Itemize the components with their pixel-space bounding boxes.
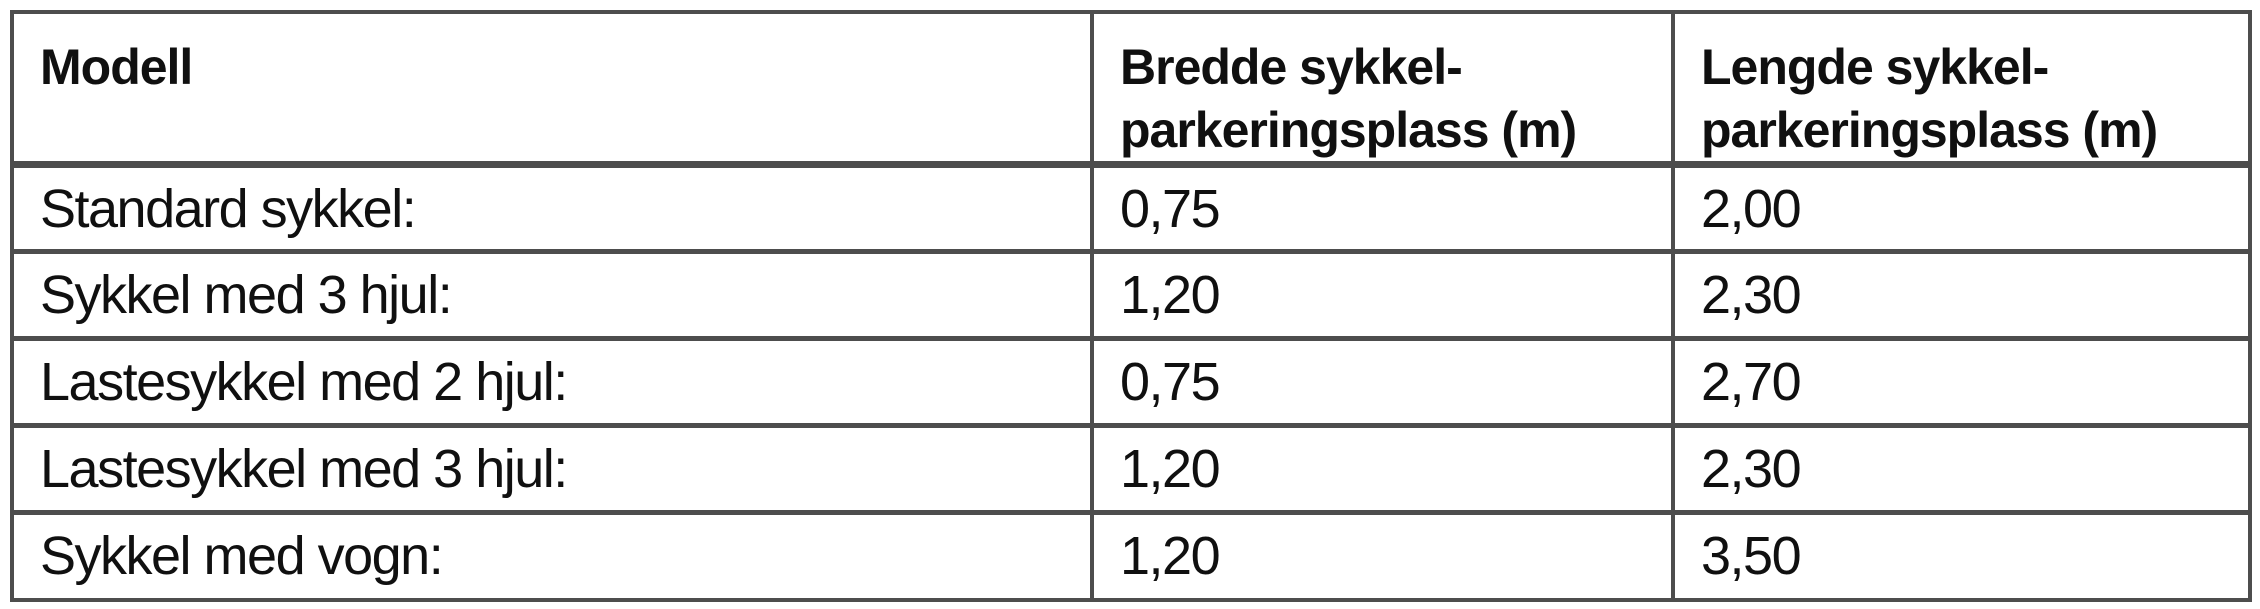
width-cell: 1,20: [1090, 423, 1675, 515]
length-cell: 2,30: [1671, 423, 2252, 515]
model-cell: Lastesykkel med 3 hjul:: [10, 423, 1094, 515]
table-row: Sykkel med vogn: 1,20 3,50: [10, 510, 2252, 602]
column-header-modell: Modell: [10, 10, 1094, 168]
table-row: Sykkel med 3 hjul: 1,20 2,30: [10, 249, 2252, 341]
column-header-lengde: Lengde sykkel- parkeringsplass (m): [1671, 10, 2252, 168]
model-cell: Sykkel med 3 hjul:: [10, 249, 1094, 341]
model-cell: Lastesykkel med 2 hjul:: [10, 336, 1094, 428]
width-cell: 0,75: [1090, 162, 1675, 254]
table-row: Lastesykkel med 3 hjul: 1,20 2,30: [10, 423, 2252, 515]
length-cell: 2,70: [1671, 336, 2252, 428]
column-header-bredde-line2: parkeringsplass (m): [1120, 101, 1577, 158]
table-row: Standard sykkel: 0,75 2,00: [10, 162, 2252, 254]
width-cell: 0,75: [1090, 336, 1675, 428]
column-header-modell-line1: Modell: [40, 39, 193, 95]
width-cell: 1,20: [1090, 249, 1675, 341]
bike-parking-dimensions-table: Modell Bredde sykkel- parkeringsplass (m…: [10, 10, 2252, 602]
column-header-bredde-line1: Bredde sykkel-: [1120, 39, 1463, 95]
column-header-bredde: Bredde sykkel- parkeringsplass (m): [1090, 10, 1675, 168]
table-header-row: Modell Bredde sykkel- parkeringsplass (m…: [10, 10, 2252, 168]
width-cell: 1,20: [1090, 510, 1675, 602]
column-header-lengde-line1: Lengde sykkel-: [1701, 39, 2049, 95]
table-row: Lastesykkel med 2 hjul: 0,75 2,70: [10, 336, 2252, 428]
model-cell: Standard sykkel:: [10, 162, 1094, 254]
length-cell: 3,50: [1671, 510, 2252, 602]
column-header-lengde-line2: parkeringsplass (m): [1701, 101, 2158, 158]
model-cell: Sykkel med vogn:: [10, 510, 1094, 602]
length-cell: 2,30: [1671, 249, 2252, 341]
length-cell: 2,00: [1671, 162, 2252, 254]
bike-parking-table-container: Modell Bredde sykkel- parkeringsplass (m…: [10, 10, 2252, 602]
